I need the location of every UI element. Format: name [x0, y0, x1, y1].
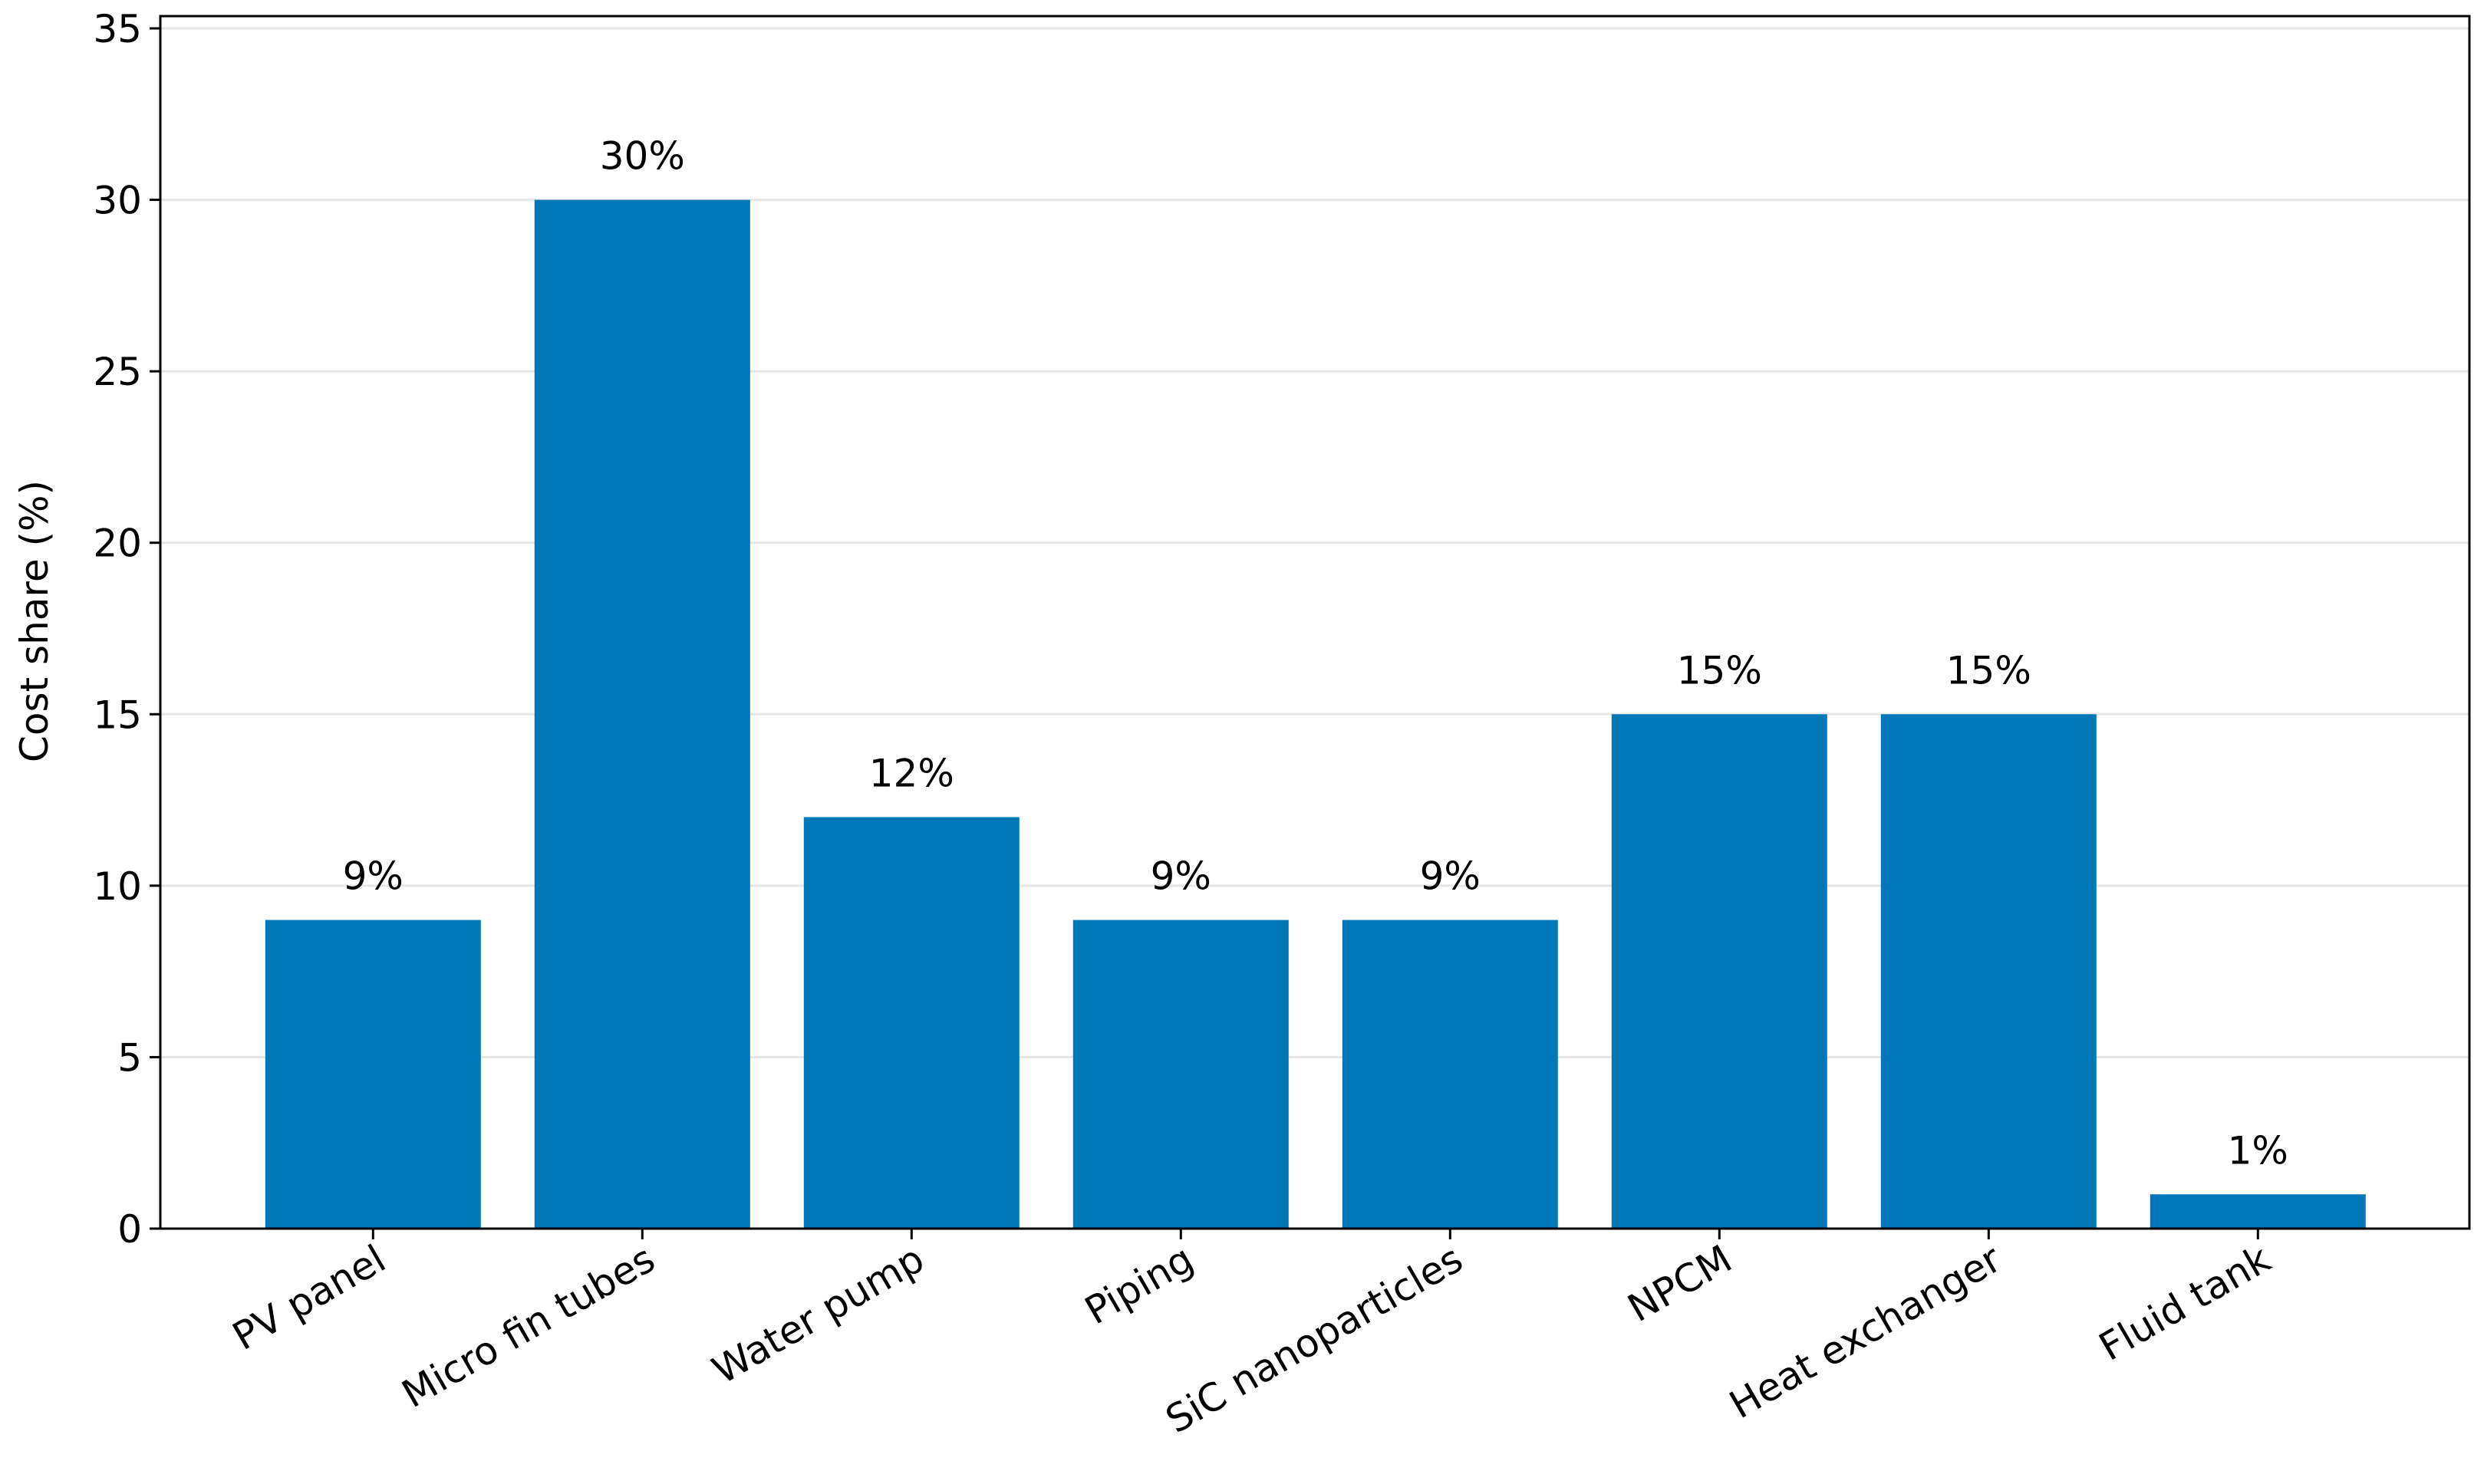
x-tick-label: Water pump [705, 1236, 931, 1393]
y-tick-label: 0 [117, 1207, 142, 1252]
bar [2150, 1194, 2366, 1229]
bar [1072, 920, 1289, 1229]
x-tick-label: Piping [1078, 1236, 1201, 1333]
value-label: 15% [1946, 648, 2031, 693]
value-label: 12% [869, 751, 954, 795]
y-tick-label: 25 [93, 350, 142, 394]
y-tick-label: 35 [93, 7, 142, 51]
y-tick-label: 15 [93, 693, 142, 737]
bar [265, 920, 481, 1229]
y-tick-label: 5 [117, 1035, 142, 1080]
bar [803, 817, 1020, 1229]
value-label: 9% [1151, 854, 1211, 899]
x-tick-label: Fluid tank [2092, 1236, 2278, 1370]
plot-frame [159, 15, 2471, 1230]
bar [534, 199, 750, 1229]
y-tick-label: 30 [93, 179, 142, 223]
value-label: 1% [2228, 1128, 2288, 1173]
bar [1880, 714, 2097, 1229]
bar [1611, 714, 1827, 1229]
x-tick-label: Heat exchanger [1722, 1236, 2009, 1427]
x-tick-label: NPCM [1620, 1236, 1739, 1331]
value-label: 9% [1420, 854, 1481, 899]
x-tick-label: PV panel [226, 1236, 394, 1359]
y-tick-label: 20 [93, 522, 142, 566]
x-tick-label: Micro fin tubes [394, 1236, 662, 1417]
y-axis-label: Cost share (%) [12, 480, 57, 762]
bar [1342, 920, 1558, 1229]
x-tick-label: SiC nanoparticles [1158, 1236, 1470, 1442]
y-tick-label: 10 [93, 864, 142, 909]
value-label: 15% [1677, 648, 1762, 693]
value-label: 30% [600, 134, 685, 179]
value-label: 9% [343, 854, 404, 899]
